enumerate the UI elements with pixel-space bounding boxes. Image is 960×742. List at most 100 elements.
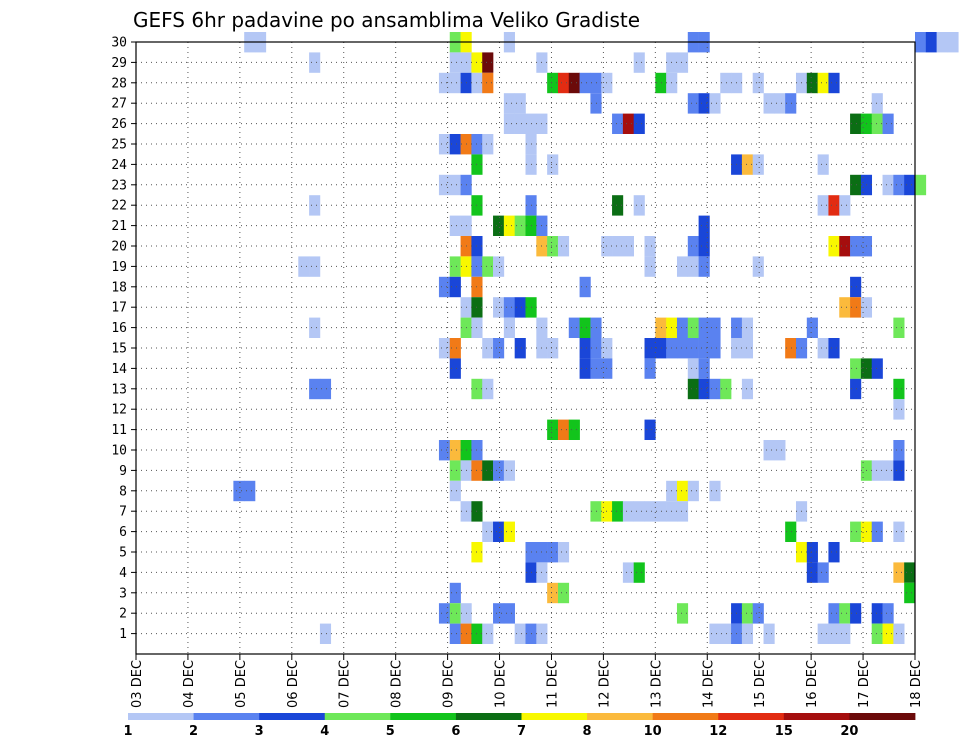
heatmap-cell-r10-c29 xyxy=(449,440,461,461)
legend-label-6: 6 xyxy=(451,724,460,739)
heatmap-cell-r16-c34 xyxy=(503,317,515,338)
heatmap-cell-r28-c54 xyxy=(720,72,732,94)
heatmap-cell-r1-c56 xyxy=(741,623,754,644)
heatmap-cell-r10-c59 xyxy=(774,440,786,461)
heatmap-cell-r15-c50 xyxy=(676,338,689,359)
x-tick-label-16-dec: 16 DEC xyxy=(805,660,820,708)
heatmap-cell-r6-c32 xyxy=(482,521,494,542)
y-tick-label-2: 2 xyxy=(119,607,127,622)
y-tick-label-5: 5 xyxy=(119,546,127,561)
heatmap-cell-r27-c52 xyxy=(698,93,710,114)
heatmap-cell-r28-c28 xyxy=(438,72,451,94)
heatmap-cell-r1-c70 xyxy=(893,623,905,644)
legend-label-15: 15 xyxy=(775,724,793,739)
y-tick-label-17: 17 xyxy=(111,301,127,316)
heatmap-cell-r28-c38 xyxy=(547,72,559,94)
heatmap-cell-r18-c66 xyxy=(850,276,862,298)
heatmap-cell-r19-c16 xyxy=(309,256,321,277)
heatmap-cell-r2-c57 xyxy=(752,603,764,624)
legend-label-4: 4 xyxy=(320,724,329,739)
heatmap-cell-r25-c28 xyxy=(438,134,451,155)
x-tick-label-07-dec: 07 DEC xyxy=(338,660,353,708)
legend-swatch-5 xyxy=(390,713,457,720)
heatmap-cell-r15-c63 xyxy=(817,338,829,359)
heatmap-cell-r18-c41 xyxy=(579,276,591,298)
heatmap-cell-r5-c38 xyxy=(547,542,559,563)
heatmap-cell-r18-c29 xyxy=(449,276,461,298)
heatmap-cell-r25-c29 xyxy=(449,134,461,155)
heatmap-cell-r20-c39 xyxy=(557,236,570,257)
y-tick-label-13: 13 xyxy=(111,382,127,397)
heatmap-cell-r17-c34 xyxy=(503,297,515,318)
heatmap-cell-r28-c42 xyxy=(590,72,602,94)
legend-label-12: 12 xyxy=(709,724,727,739)
heatmap-cell-r28-c63 xyxy=(817,72,829,94)
heatmap-cell-r1-c63 xyxy=(817,623,829,644)
heatmap-cell-r2-c33 xyxy=(493,603,505,624)
heatmap-cell-r8-c29 xyxy=(449,480,461,502)
heatmap-cell-r2-c34 xyxy=(503,603,515,624)
heatmap-cell-r3-c29 xyxy=(449,582,461,604)
x-tick-label-03-dec: 03 DEC xyxy=(130,660,145,708)
heatmap-cell-r29-c16 xyxy=(309,52,321,73)
heatmap-cell-r25-c32 xyxy=(482,134,494,155)
x-tick-label-15-dec: 15 DEC xyxy=(753,660,768,708)
heatmap-cell-r16-c52 xyxy=(698,317,710,338)
heatmap-cell-r20-c38 xyxy=(547,236,559,257)
heatmap-cell-r4-c63 xyxy=(817,562,829,583)
heatmap-cell-r27-c51 xyxy=(687,93,699,114)
heatmap-cell-r2-c65 xyxy=(839,603,851,624)
heatmap-cell-r13-c66 xyxy=(850,378,862,400)
heatmap-cell-r15-c29 xyxy=(449,338,461,359)
y-tick-label-7: 7 xyxy=(119,505,127,520)
heatmap-cell-r8-c10 xyxy=(244,480,256,502)
legend-label-7: 7 xyxy=(517,724,526,739)
heatmap-cell-r6-c60 xyxy=(785,521,797,542)
heatmap-cell-r20-c47 xyxy=(644,236,656,257)
heatmap-cell-r16-c56 xyxy=(741,317,754,338)
heatmap-cell-r27-c42 xyxy=(590,93,602,114)
legend-label-3: 3 xyxy=(255,724,264,739)
legend-swatch-10 xyxy=(718,713,785,720)
legend-swatch-7 xyxy=(521,713,588,720)
heatmap-cell-r15-c42 xyxy=(590,338,602,359)
heatmap-cell-r26-c44 xyxy=(612,113,624,134)
heatmap-cell-r19-c57 xyxy=(752,256,764,277)
heatmap-cell-r14-c41 xyxy=(579,358,591,379)
heatmap-cell-r14-c68 xyxy=(871,358,883,379)
heatmap-cell-r30-c75 xyxy=(947,32,959,53)
heatmap-cell-r11-c38 xyxy=(547,419,559,440)
heatmap-cell-r14-c52 xyxy=(698,358,710,379)
x-tick-label-17-dec: 17 DEC xyxy=(857,660,872,708)
heatmap-cell-r20-c52 xyxy=(698,236,710,257)
heatmap-cell-r19-c33 xyxy=(493,256,505,277)
heatmap-cell-r28-c32 xyxy=(482,72,494,94)
heatmap-cell-r13-c16 xyxy=(309,378,321,400)
legend-swatch-2 xyxy=(193,713,260,720)
heatmap-cell-r26-c68 xyxy=(871,113,883,134)
heatmap-cell-r13-c53 xyxy=(709,378,721,400)
heatmap-cell-r13-c52 xyxy=(698,378,710,400)
heatmap-cell-r9-c29 xyxy=(449,460,461,481)
x-tick-label-09-dec: 09 DEC xyxy=(442,660,457,708)
heatmap-cell-r15-c52 xyxy=(698,338,710,359)
heatmap-cell-r15-c35 xyxy=(514,338,526,359)
x-tick-label-05-dec: 05 DEC xyxy=(234,660,249,708)
heatmap-cell-r29-c50 xyxy=(676,52,689,73)
heatmap-cell-r5-c62 xyxy=(806,542,818,563)
heatmap-cell-r11-c40 xyxy=(568,419,580,440)
heatmap-cell-r14-c51 xyxy=(687,358,699,379)
legend-label-1: 1 xyxy=(123,724,132,739)
heatmap-cell-r10-c28 xyxy=(438,440,451,461)
heatmap-cell-r23-c70 xyxy=(893,174,905,196)
x-tick-label-18-dec: 18 DEC xyxy=(909,660,924,708)
legend-label-8: 8 xyxy=(583,724,592,739)
grid-lines xyxy=(136,41,915,654)
heatmap-cell-r27-c60 xyxy=(785,93,797,114)
heatmap-cell-r22-c64 xyxy=(828,195,840,216)
heatmap-cell-r20-c65 xyxy=(839,236,851,257)
heatmap-cell-r24-c56 xyxy=(741,154,754,175)
heatmap-cell-r27-c53 xyxy=(709,93,721,114)
heatmap-cell-r16-c16 xyxy=(309,317,321,338)
heatmap-cell-r30-c72 xyxy=(915,32,927,53)
